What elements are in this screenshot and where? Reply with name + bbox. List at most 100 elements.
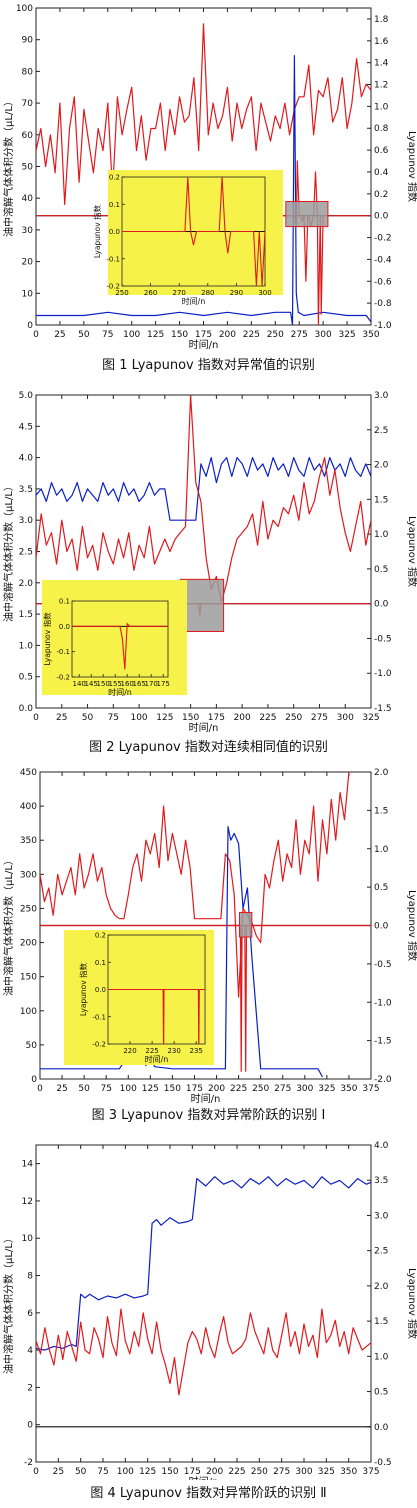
inset-y-tick-label: -0.1	[56, 648, 70, 656]
x-tick-label: 250	[285, 713, 302, 723]
inset-y-tick-label: -0.2	[92, 1041, 106, 1049]
x-tick-label: 0	[33, 1467, 39, 1477]
x-tick-label: 250	[252, 1084, 269, 1094]
inset-y-tick-label: 0.0	[59, 623, 70, 631]
y-tick-label: 300	[20, 870, 37, 880]
y2-tick-label: 0.0	[374, 212, 389, 222]
inset-series-group	[72, 622, 168, 670]
inset-x-tick-label: 165	[133, 680, 146, 688]
inset-x-tick-label: 250	[115, 289, 128, 297]
x-tick-label: 275	[291, 330, 308, 340]
x-tick-label: 75	[97, 1467, 108, 1477]
y-tick-label: 6	[27, 1309, 33, 1319]
inset-x-tick-label: 220	[123, 1047, 136, 1055]
x-axis-label: 时间/n	[191, 1092, 221, 1104]
inset-y-tick-label: -0.1	[92, 1013, 106, 1021]
chart-3-svg: 0 25 50 75 100 125 150 175 200 225 250 275 300 325 350…	[2, 768, 417, 1104]
inset-y-tick-label: -0.1	[106, 255, 120, 263]
y-tick-label: 40	[22, 194, 34, 204]
y-tick-label: 150	[20, 973, 37, 983]
y-tick-label: 12	[22, 1197, 33, 1207]
series-1-line	[36, 1176, 371, 1351]
x-tick-label: 200	[206, 1467, 223, 1477]
y2-tick-label: -0.5	[374, 1458, 392, 1468]
y-tick-label: 3.0	[19, 516, 34, 526]
y2-axis-label: Lyapunov 指数	[406, 131, 417, 202]
y2-tick-label: 1.6	[374, 37, 389, 47]
y-tick-label: -2	[24, 1458, 33, 1468]
x-tick-label: 325	[338, 330, 355, 340]
y2-tick-label: 1.5	[374, 1317, 388, 1327]
inset-y-tick-label: 0.2	[95, 932, 106, 940]
inset-y-label: Lyapunov 指数	[92, 204, 102, 258]
x-tick-label: 175	[184, 1467, 201, 1477]
y2-tick-label: 1.2	[374, 81, 388, 91]
y2-axis-label: Lyapunov 指数	[406, 1268, 417, 1339]
x-tick-label: 75	[100, 1084, 111, 1094]
y2-tick-label: 1.8	[374, 15, 389, 25]
x-tick-label: 100	[120, 1084, 137, 1094]
y2-tick-label: 0.5	[374, 883, 388, 893]
inset-x-tick-label: 235	[189, 1047, 202, 1055]
y2-tick-label: 3.0	[374, 391, 389, 401]
x-tick-label: 175	[186, 1084, 203, 1094]
y2-tick-label: 0.5	[374, 1388, 388, 1398]
y2-tick-label: 2.5	[374, 426, 388, 436]
y2-tick-label: 0.0	[374, 600, 389, 610]
y-tick-label: 70	[22, 99, 34, 109]
y-tick-label: 0	[27, 321, 33, 331]
inset-x-tick-label: 160	[121, 680, 134, 688]
y2-tick-label: 0.8	[374, 124, 389, 134]
x-tick-label: 50	[82, 713, 94, 723]
series-group	[36, 1176, 371, 1428]
y-tick-label: 4	[27, 1346, 33, 1356]
inset-y-tick-label: -0.2	[56, 674, 70, 682]
y2-tick-label: 0.6	[374, 146, 389, 156]
x-tick-label: 25	[54, 330, 65, 340]
inset-y-tick-label: 0.0	[109, 228, 120, 236]
chart-3-caption: 图 3 Lyapunov 指数对异常阶跃的识别 Ⅰ	[91, 1108, 326, 1123]
y-axis-label: 油中溶解气体体积分数（μL/L）	[2, 96, 15, 237]
x-axis-label: 时间/n	[189, 1475, 219, 1480]
series-2-line	[36, 395, 371, 603]
inset-series-group	[122, 177, 265, 286]
y2-tick-label: 2.0	[374, 768, 389, 778]
inset-series-group	[108, 988, 205, 1044]
y2-tick-label: 2.5	[374, 1247, 388, 1257]
y2-tick-label: -0.5	[374, 960, 392, 970]
y2-tick-label: -0.6	[374, 277, 392, 287]
x-tick-label: 350	[362, 330, 379, 340]
inset-y-tick-label: 0.0	[95, 986, 106, 994]
x-tick-label: 25	[56, 1084, 67, 1094]
x-tick-label: 50	[78, 1084, 90, 1094]
inset-x-tick-label: 140	[73, 680, 86, 688]
x-tick-label: 150	[161, 1467, 178, 1477]
inset-y-tick-label: -0.2	[106, 283, 120, 291]
x-tick-label: 325	[318, 1084, 335, 1094]
chart-4-caption: 图 4 Lyapunov 指数对异常阶跃的识别 Ⅱ	[90, 1486, 327, 1501]
x-tick-label: 125	[139, 1467, 156, 1477]
x-tick-label: 125	[147, 330, 164, 340]
x-tick-label: 250	[267, 330, 284, 340]
x-tick-label: 50	[78, 330, 90, 340]
series-2-line	[36, 1308, 371, 1396]
y-tick-label: 100	[16, 4, 33, 14]
y-tick-label: 200	[20, 939, 37, 949]
y2-tick-label: 2.0	[374, 461, 389, 471]
y-tick-label: 8	[27, 1272, 33, 1282]
y2-tick-label: 0.5	[374, 565, 388, 575]
y-tick-label: 0.0	[19, 704, 34, 714]
x-tick-label: 50	[75, 1467, 87, 1477]
x-tick-label: 200	[234, 713, 251, 723]
x-tick-label: 75	[108, 713, 119, 723]
y-tick-label: 60	[22, 131, 34, 141]
inset-series-line	[72, 622, 168, 670]
y2-tick-label: 1.0	[374, 102, 389, 112]
chart-2-svg: 0 25 50 75 100 125 150 175 200 225 250 275 300 325 0.0…	[2, 391, 417, 734]
inset-x-tick-label: 300	[258, 289, 271, 297]
y2-tick-label: 3.0	[374, 1211, 389, 1221]
y2-tick-label: -1.0	[374, 669, 392, 679]
y2-tick-label: 1.0	[374, 1352, 389, 1362]
chart-3: 0 25 50 75 100 125 150 175 200 225 250 275 300 325 350…	[0, 764, 417, 1104]
x-tick-label: 225	[259, 713, 276, 723]
